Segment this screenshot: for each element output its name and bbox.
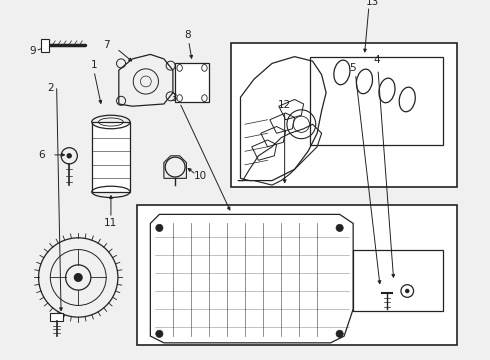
Circle shape <box>405 289 410 293</box>
Text: 9: 9 <box>29 46 36 56</box>
Text: 1: 1 <box>91 60 98 70</box>
Text: 12: 12 <box>278 100 291 110</box>
Text: 3: 3 <box>171 93 177 103</box>
Text: 13: 13 <box>366 0 379 6</box>
Circle shape <box>156 224 163 231</box>
Text: 8: 8 <box>184 30 191 40</box>
Text: 6: 6 <box>38 150 45 160</box>
Bar <box>175 63 209 102</box>
Text: 4: 4 <box>373 55 380 65</box>
Bar <box>353 251 443 311</box>
Text: 10: 10 <box>194 171 207 181</box>
Text: 5: 5 <box>349 63 356 73</box>
Circle shape <box>67 153 72 158</box>
Bar <box>310 57 443 144</box>
Circle shape <box>156 330 163 337</box>
Bar <box>41 39 49 52</box>
Text: 2: 2 <box>47 83 53 93</box>
Circle shape <box>336 224 343 231</box>
Bar <box>137 205 457 345</box>
Bar <box>231 43 457 187</box>
Circle shape <box>336 330 343 337</box>
Bar <box>50 313 63 321</box>
Text: 11: 11 <box>104 219 118 228</box>
Bar <box>92 122 130 192</box>
Circle shape <box>74 273 83 282</box>
Text: 7: 7 <box>103 40 109 50</box>
